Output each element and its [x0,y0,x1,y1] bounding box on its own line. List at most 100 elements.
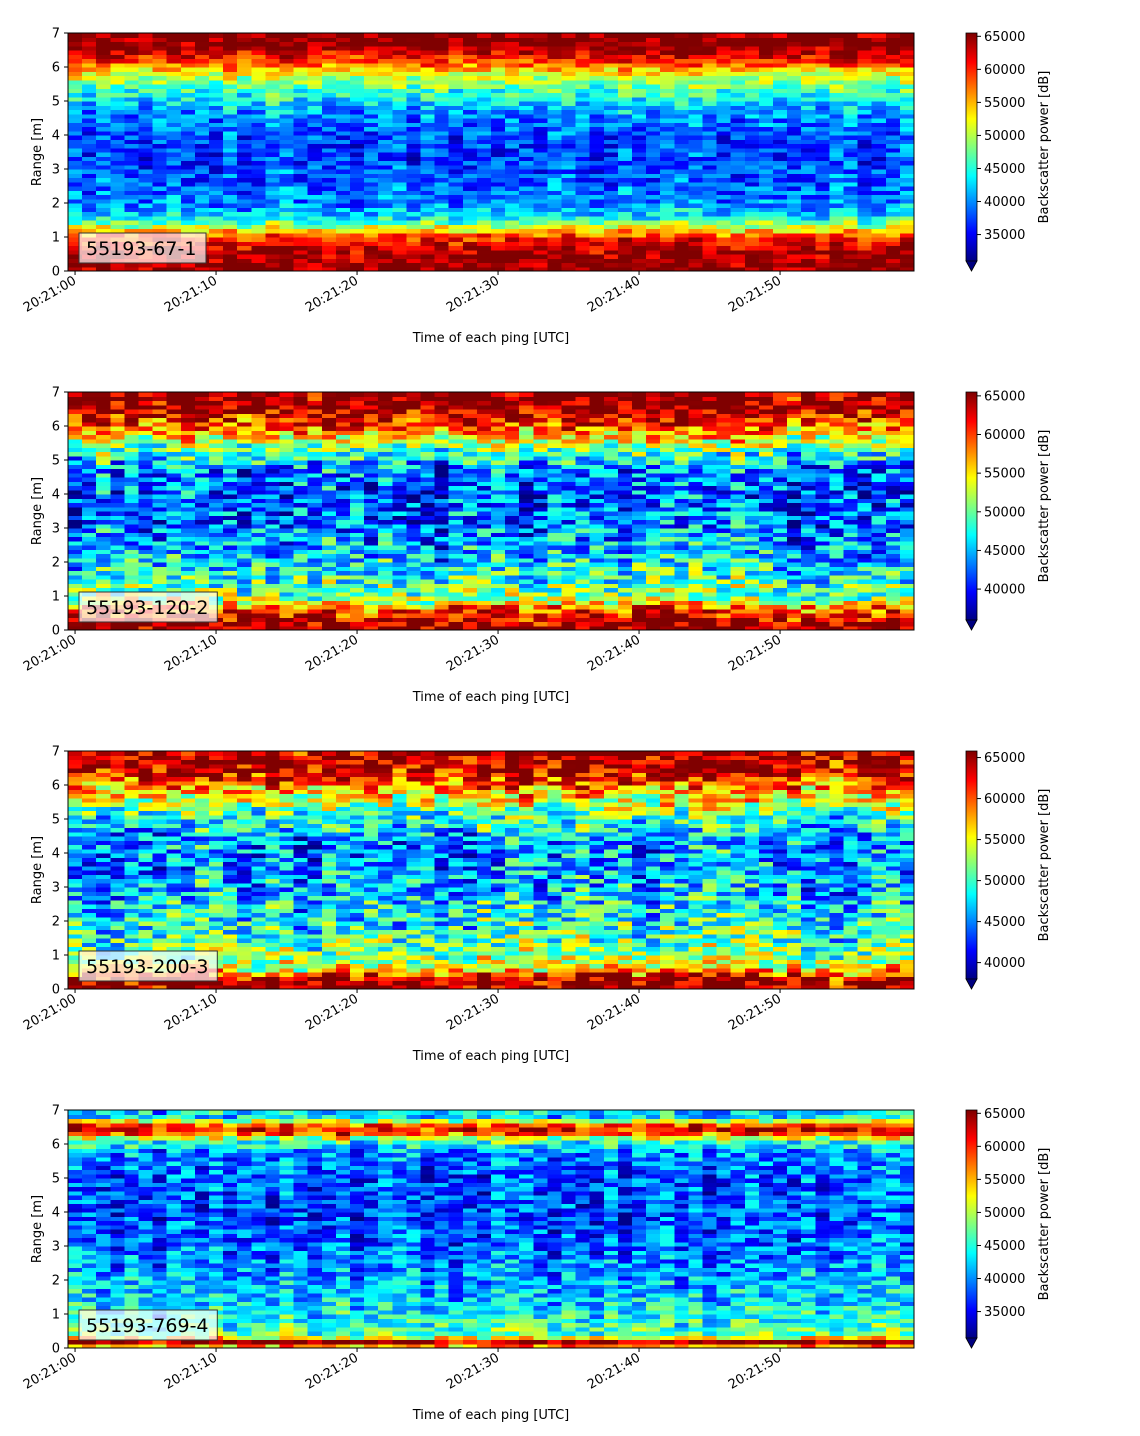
heatmap-cell [209,224,224,230]
heatmap-cell [815,41,830,47]
heatmap-cell [843,228,859,234]
heatmap-cell [505,105,520,111]
heatmap-cell [660,181,675,187]
heatmap-cell [476,143,492,149]
heatmap-cell [293,468,309,474]
heatmap-cell [547,203,563,208]
heatmap-cell [68,400,83,406]
heatmap-cell [448,62,464,68]
heatmap-cell [265,143,281,149]
heatmap-cell [68,613,83,618]
heatmap-cell [110,228,125,234]
heatmap-cell [237,224,252,230]
heatmap-cell [589,237,605,242]
x-axis-label: Time of each ping [UTC] [412,331,570,346]
heatmap-cell [265,506,281,512]
heatmap-cell [194,515,210,521]
heatmap-cell [335,417,351,423]
heatmap-cell [462,241,478,247]
heatmap-cell [68,438,83,444]
heatmap-cell [378,596,393,601]
heatmap-cell [547,135,563,140]
heatmap-cell [378,228,393,234]
heatmap-cell [265,562,281,567]
heatmap-cell [68,228,83,234]
x-tick-label: 20:21:10 [162,273,220,315]
heatmap-cell [646,45,661,51]
heatmap-cell [646,266,661,272]
heatmap-cell [632,118,647,123]
heatmap-cell [815,147,830,153]
heatmap-cell [801,177,816,183]
heatmap-cell [420,553,436,559]
heatmap-cell [209,126,224,132]
heatmap-cell [293,237,309,242]
heatmap-cell [505,228,520,234]
heatmap-cell [406,126,422,132]
heatmap-cell [335,245,351,251]
heatmap-cell [589,254,605,259]
heatmap-cell [124,472,140,478]
heatmap-cell [603,58,619,64]
heatmap-cell [617,67,633,72]
heatmap-cell [237,177,252,183]
heatmap-cell [406,528,422,533]
heatmap-cell [180,147,196,153]
heatmap-cell [293,506,309,512]
heatmap-cell [420,101,436,106]
heatmap-cell [378,105,393,111]
heatmap-cell [180,92,196,98]
heatmap-cell [730,207,746,213]
heatmap-cell [434,203,450,208]
heatmap-cell [575,186,591,191]
heatmap-cell [364,451,379,457]
heatmap-cell [293,177,309,183]
heatmap-cell [899,88,915,94]
heatmap-cell [787,207,802,213]
heatmap-cell [660,62,675,68]
heatmap-cell [194,33,210,38]
heatmap-cell [96,169,111,174]
heatmap-cell [180,583,196,589]
heatmap-cell [350,400,365,406]
heatmap-cell [871,254,887,259]
heatmap-cell [350,152,365,157]
heatmap-cell [96,105,111,111]
colorbar-segment [966,101,977,104]
heatmap-cell [716,258,732,264]
heatmap-cell [857,160,873,166]
heatmap-cell [350,481,365,487]
heatmap-cell [335,413,351,419]
heatmap-cell [815,169,830,174]
heatmap-cell [82,494,97,499]
colorbar-segment [966,193,977,196]
heatmap-cell [209,249,224,255]
colorbar-segment [966,243,977,246]
heatmap-cell [138,224,154,230]
heatmap-cell [758,207,774,213]
heatmap-cell [617,258,633,264]
heatmap-cell [406,237,422,242]
heatmap-cell [307,139,323,145]
heatmap-cell [293,84,309,89]
heatmap-cell [152,160,168,166]
heatmap-cell [321,413,337,419]
heatmap-cell [702,135,718,140]
heatmap-cell [476,139,492,145]
heatmap-cell [561,79,577,85]
heatmap-cell [138,549,154,555]
heatmap-cell [871,143,887,149]
heatmap-cell [589,71,605,77]
heatmap-cell [138,33,154,38]
heatmap-cell [420,198,436,204]
heatmap-cell [110,485,125,491]
heatmap-cell [293,245,309,251]
heatmap-cell [843,37,859,43]
heatmap-cell [420,41,436,47]
heatmap-cell [152,574,168,580]
heatmap-cell [406,71,422,77]
heatmap-cell [138,75,154,81]
heatmap-cell [335,224,351,230]
heatmap-cell [209,96,224,102]
heatmap-cell [378,224,393,230]
